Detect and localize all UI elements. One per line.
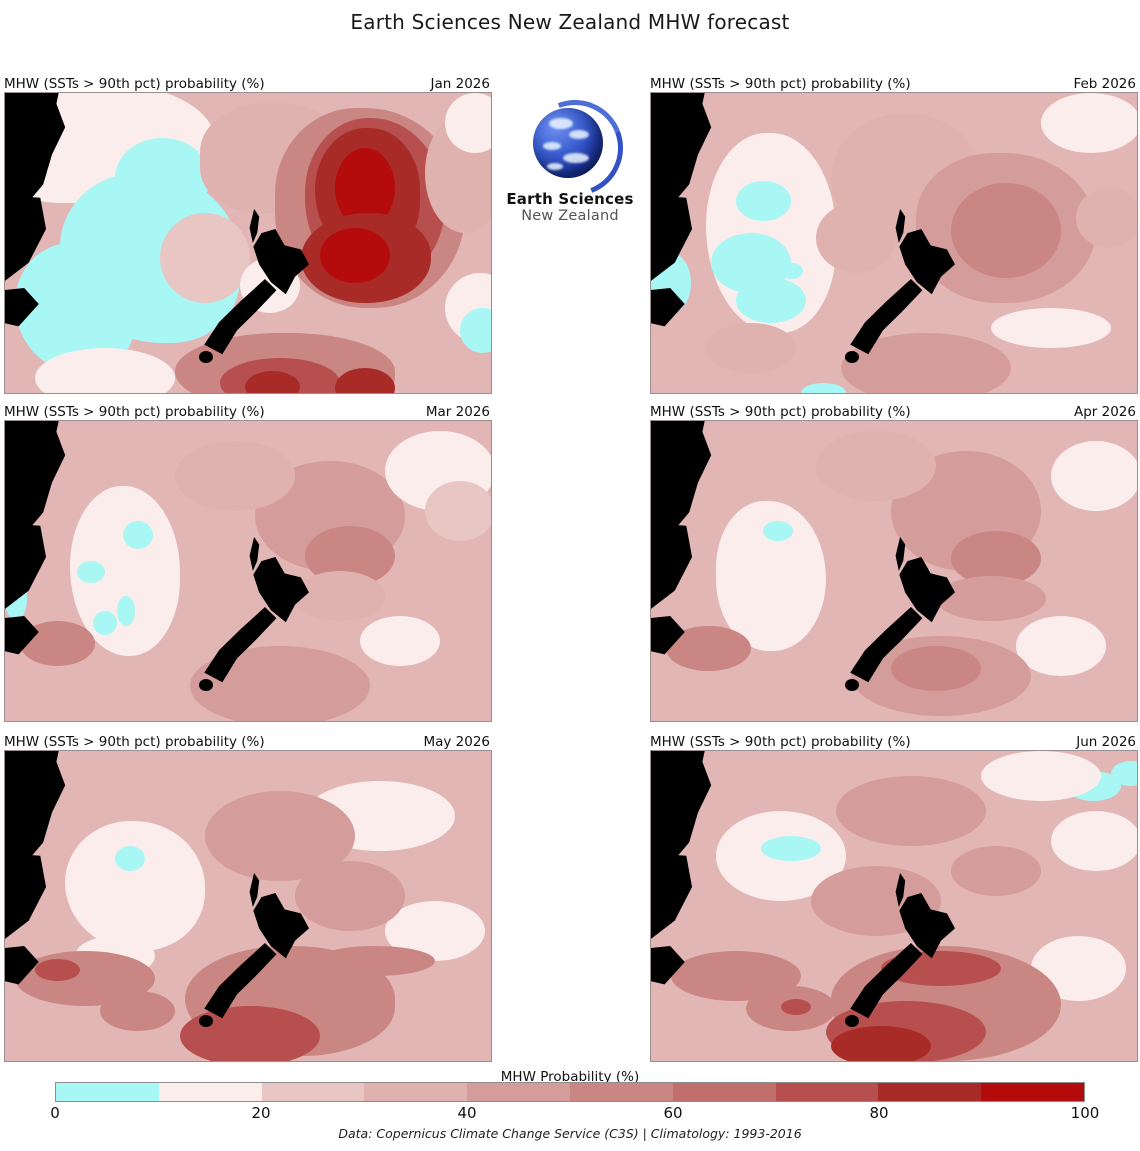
earth-globe-icon <box>511 84 639 212</box>
colorbar-band-8 <box>878 1083 982 1101</box>
colorbar-band-9 <box>981 1083 1084 1101</box>
colorbar-band-3 <box>364 1083 468 1101</box>
panel-variable-label: MHW (SSTs > 90th pct) probability (%) <box>4 404 265 420</box>
colorbar-band-2 <box>261 1083 365 1101</box>
contour-map[interactable] <box>4 750 492 1062</box>
colorbar-band-1 <box>158 1083 262 1101</box>
panel-month-label: May 2026 <box>423 734 490 750</box>
colorbar-title: MHW Probability (%) <box>500 1069 640 1085</box>
panel-variable-label: MHW (SSTs > 90th pct) probability (%) <box>650 404 911 420</box>
panel-header: MHW (SSTs > 90th pct) probability (%) Ap… <box>650 401 1136 420</box>
colorbar-band-4 <box>467 1083 570 1101</box>
panel-header: MHW (SSTs > 90th pct) probability (%) Ja… <box>4 73 490 92</box>
panel-header: MHW (SSTs > 90th pct) probability (%) Fe… <box>650 73 1136 92</box>
contour-field <box>5 421 491 721</box>
colorbar-tick-40: 40 <box>457 1104 477 1122</box>
map-panel-mar[interactable]: MHW (SSTs > 90th pct) probability (%) Ma… <box>4 401 492 722</box>
colorbar <box>55 1082 1085 1102</box>
panel-month-label: Jan 2026 <box>430 76 490 92</box>
map-panel-apr[interactable]: MHW (SSTs > 90th pct) probability (%) Ap… <box>650 401 1138 722</box>
contour-map[interactable] <box>650 92 1138 394</box>
panel-variable-label: MHW (SSTs > 90th pct) probability (%) <box>4 734 265 750</box>
panel-header: MHW (SSTs > 90th pct) probability (%) Ma… <box>4 731 490 750</box>
colorbar-tick-0: 0 <box>50 1104 60 1122</box>
colorbar-tick-100: 100 <box>1070 1104 1100 1122</box>
map-panel-may[interactable]: MHW (SSTs > 90th pct) probability (%) Ma… <box>4 731 492 1062</box>
panel-header: MHW (SSTs > 90th pct) probability (%) Ma… <box>4 401 490 420</box>
organisation-logo: Earth Sciences New Zealand <box>497 84 643 224</box>
colorbar-band-0 <box>56 1083 159 1101</box>
contour-map[interactable] <box>650 420 1138 722</box>
panel-month-label: Apr 2026 <box>1073 404 1136 420</box>
colorbar-tick-60: 60 <box>663 1104 683 1122</box>
colorbar-band-5 <box>569 1083 673 1101</box>
contour-field <box>651 93 1137 393</box>
colorbar-tick-20: 20 <box>251 1104 271 1122</box>
contour-field <box>5 93 491 393</box>
panel-variable-label: MHW (SSTs > 90th pct) probability (%) <box>650 76 911 92</box>
figure-title: Earth Sciences New Zealand MHW forecast <box>350 10 790 34</box>
contour-map[interactable] <box>650 750 1138 1062</box>
colorbar-tick-80: 80 <box>869 1104 889 1122</box>
panel-variable-label: MHW (SSTs > 90th pct) probability (%) <box>650 734 911 750</box>
contour-map[interactable] <box>4 420 492 722</box>
contour-map[interactable] <box>4 92 492 394</box>
logo-subtitle: New Zealand <box>521 208 619 224</box>
map-panel-jan[interactable]: MHW (SSTs > 90th pct) probability (%) Ja… <box>4 73 492 394</box>
colorbar-band-6 <box>672 1083 776 1101</box>
panel-variable-label: MHW (SSTs > 90th pct) probability (%) <box>4 76 265 92</box>
panel-month-label: Mar 2026 <box>425 404 490 420</box>
contour-field <box>5 751 491 1061</box>
map-panel-jun[interactable]: MHW (SSTs > 90th pct) probability (%) Ju… <box>650 731 1138 1062</box>
panel-month-label: Feb 2026 <box>1073 76 1136 92</box>
colorbar-ticks: 0 20 40 60 80 100 <box>50 1104 1099 1122</box>
contour-field <box>651 421 1137 721</box>
panel-month-label: Jun 2026 <box>1076 734 1136 750</box>
panel-header: MHW (SSTs > 90th pct) probability (%) Ju… <box>650 731 1136 750</box>
figure-caption: Data: Copernicus Climate Change Service … <box>338 1126 802 1141</box>
colorbar-band-7 <box>775 1083 879 1101</box>
logo-title: Earth Sciences <box>506 190 634 208</box>
map-panel-feb[interactable]: MHW (SSTs > 90th pct) probability (%) Fe… <box>650 73 1138 394</box>
contour-field <box>651 751 1137 1061</box>
